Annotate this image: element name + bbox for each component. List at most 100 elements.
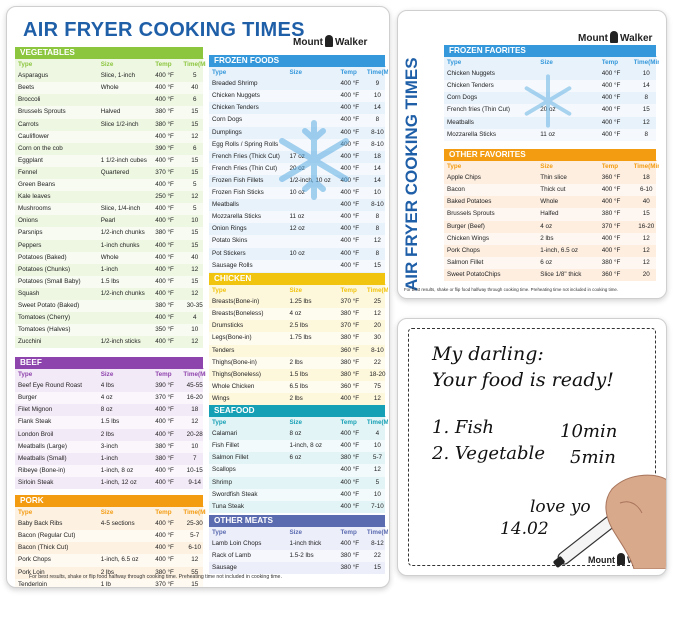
cell-time: 12 [191,289,199,297]
cell-time: 12 [191,338,199,346]
cell-time: 12 [642,258,650,266]
cell-type: Fish Fillet [212,442,239,450]
whiteboard-magnet: My darling: Your food is ready! 1. Fish … [397,318,667,576]
cell-temp: 380 °F [340,370,360,378]
cell-time: 5-7 [190,532,200,540]
cell-size: Halved [100,108,121,116]
column-header-size: Size [540,163,553,170]
cell-time: 12 [191,418,199,426]
cell-size: Halfed [540,210,559,218]
cell-temp: 370 °F [155,580,174,588]
column-header-temp: Temp [340,287,357,294]
cell-size: 1-inch, 6.5 oz [100,556,139,564]
cell-size [101,300,156,312]
cell-size: 2 lbs [100,430,115,438]
cell-size [289,260,340,272]
cell-type: Onions [18,217,38,225]
cell-temp: 400 °F [340,478,360,486]
cell-time: 9 [375,80,380,88]
cell-type: Tenderloin [18,580,48,588]
cell-type: Sirloin Steak [18,478,54,486]
table-row: Fennel Quartered 370 °F 15 [15,167,203,179]
cell-type: Pork Chops [447,246,480,254]
column-header-time: Time(Mins) [183,61,206,68]
table-row: Drumsticks 2.5 lbs 370 °F 20 [209,320,385,332]
cell-temp: 380 °F [601,210,621,218]
cell-time: 10 [191,217,199,225]
cell-time: 10 [642,70,650,78]
cell-type: Parsnips [18,229,43,237]
cell-time: 15 [373,564,381,572]
cell-size: 6 oz [540,258,553,266]
cell-temp: 380 °F [155,301,174,309]
cell-size: 1.5-2 lbs [289,552,314,560]
side-brand-left: Mount [578,33,608,44]
side-snowflake-icon [524,74,572,128]
table-row: Onions Pearl 400 °F 10 [15,215,203,227]
cell-size [101,179,156,191]
cell-type: Mozzarella Sticks [447,130,496,138]
cell-size: 17 oz [289,152,305,160]
table-row: Scallops 400 °F 12 [209,464,385,477]
section-header: VEGETABLES [15,47,203,59]
cell-temp: 400 °F [155,84,174,92]
table-row: Bacon (Thick Cut) 400 °F 6-10 [15,542,203,554]
cell-type: Frozen Fish Sticks [212,189,264,197]
cell-type: Chicken Nuggets [212,92,260,100]
column-header-type: Type [18,509,33,516]
cell-temp: 380 °F [340,454,360,462]
table-row: Onion Rings 12 oz 400 °F 8 [209,223,385,235]
cell-time: 12 [191,556,199,564]
cell-temp: 380 °F [340,564,360,572]
hand-holding-marker-icon [553,474,666,569]
table-row: Pot Stickers 10 oz 400 °F 8 [209,248,385,260]
cell-time: 45-55 [186,382,203,390]
cell-type: Flank Steak [18,418,52,426]
column-header-temp: Temp [340,419,357,426]
table-row: Bacon Thick cut 400 °F 6-10 [444,184,656,197]
table-row: Baked Potatoes Whole 400 °F 40 [444,196,656,208]
cell-type: Zucchini [18,338,42,346]
table-row: French Fries (Thick Cut) 17 oz 400 °F 18 [209,151,385,163]
note-date: 14.02 [500,519,549,539]
cell-type: Pork Chops [18,556,51,564]
cell-size: 4-5 sections [100,520,135,528]
column-header-time: Time(Mins) [633,163,659,170]
section-header: OTHER FAVORITES [444,149,656,161]
table-row: Salmon Fillet 6 oz 380 °F 5-7 [209,452,385,464]
table-row: Potatoes (Chunks) 1-inch 400 °F 12 [15,264,203,276]
cell-size [101,312,156,324]
cell-temp: 400 °F [601,130,621,138]
table-row: Pork Chops 1-inch, 6.5 oz 400 °F 12 [444,245,656,257]
column-header-size: Size [540,59,553,66]
cell-time: 8-10 [371,346,384,354]
cell-temp: 400 °F [155,520,174,528]
cell-type: Corn Dogs [212,116,243,124]
cell-size [101,530,156,542]
column-header-temp: Temp [155,509,172,516]
cell-time: 20 [642,270,650,278]
cell-type: Meatballs (Large) [18,442,67,450]
table-row: Frozen Fish Sticks 10 oz 400 °F 10 [209,187,385,200]
cell-time: 18 [191,406,199,414]
note-item-1: 1. Fish [432,417,494,438]
column-header-type: Type [447,59,462,66]
cell-time: 5-7 [372,454,382,462]
cell-type: French Fries (Thin Cut) [212,164,278,172]
cell-type: Baked Potatoes [447,198,492,206]
table-row: Frozen Fish Fillets 1/2-inch, 10 oz 400 °F… [209,175,385,187]
cell-size [289,464,340,476]
table-row: Swordfish Steak 400 °F 10 [209,488,385,501]
column-header-type: Type [212,69,227,76]
cell-size: 8 oz [289,430,302,438]
cell-size [289,90,340,102]
cell-type: Asparagus [18,72,49,80]
table-row: Salmon Fillet 6 oz 380 °F 12 [444,256,656,269]
note-item-2: 2. Vegetable [432,443,545,464]
table-row: Chicken Nuggets 400 °F 10 [209,90,385,103]
cell-type: French Fries (Thick Cut) [212,152,280,160]
column-header-temp: Temp [601,163,619,170]
cell-size: 8 oz [100,406,113,414]
cell-temp: 400 °F [340,213,360,221]
cell-time: 14 [373,164,381,172]
